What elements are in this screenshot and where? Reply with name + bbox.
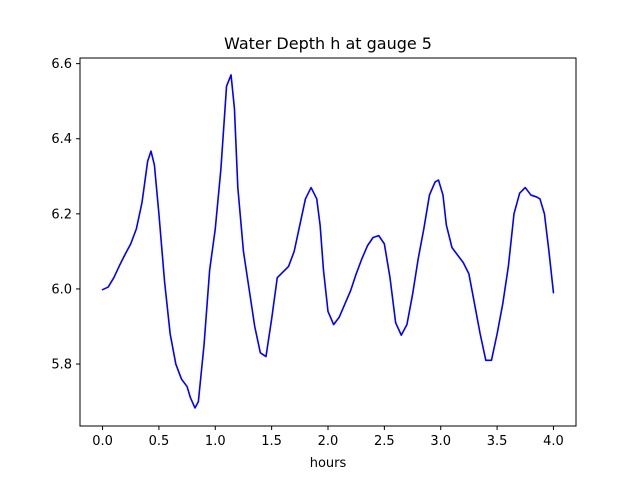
y-tick-label: 6.2: [51, 207, 72, 222]
plot-area: 0.0 0.5 1.0 1.5 2.0 2.5 3.0 3.5 4.0 5.8 6.0 6.2 6.4 6…: [51, 57, 577, 449]
x-tick-label: 3.0: [430, 434, 451, 449]
data-line-series-0: [101, 74, 555, 409]
y-tick-label: 5.8: [51, 358, 72, 373]
y-tick-label: 6.4: [51, 132, 72, 147]
x-tick-label: 2.5: [374, 434, 395, 449]
x-tick-label: 1.5: [261, 434, 282, 449]
y-tick-label: 6.6: [51, 57, 72, 72]
x-tick-label: 2.0: [318, 434, 339, 449]
x-tick-label: 1.0: [205, 434, 226, 449]
x-tick-label: 0.0: [92, 434, 113, 449]
x-tick-label: 4.0: [543, 434, 564, 449]
y-tick-label: 6.0: [51, 282, 72, 297]
chart-title: Water Depth h at gauge 5: [224, 34, 432, 53]
x-tick-label: 3.5: [487, 434, 508, 449]
x-axis-label: hours: [310, 456, 347, 471]
x-tick-label: 0.5: [149, 434, 170, 449]
